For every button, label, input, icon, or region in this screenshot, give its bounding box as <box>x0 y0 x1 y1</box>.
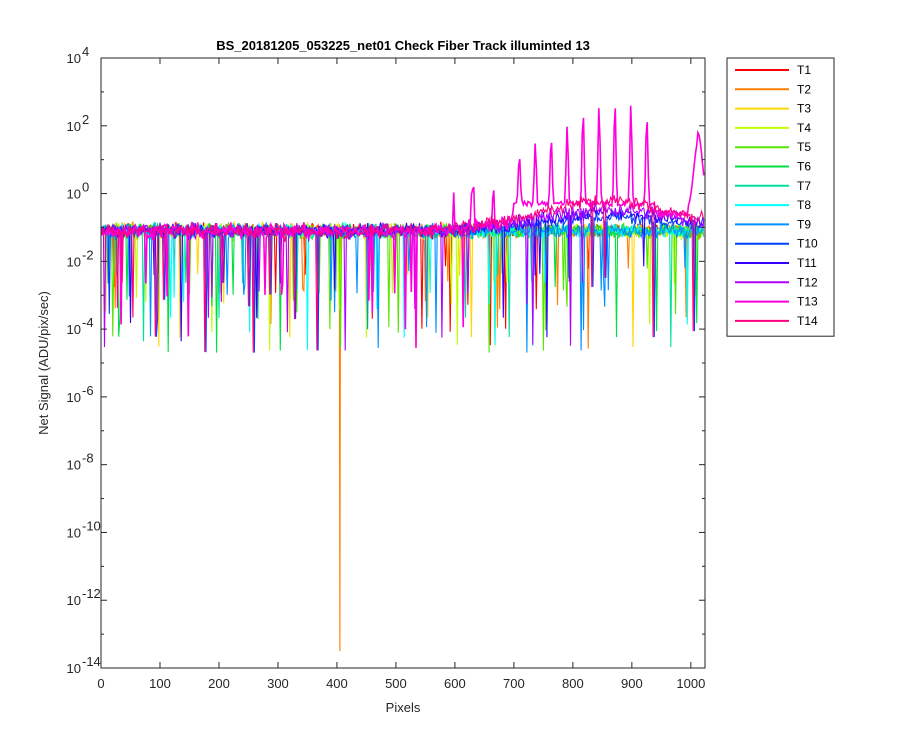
x-tick-label: 1000 <box>676 676 705 691</box>
x-tick-label: 300 <box>267 676 289 691</box>
legend-label-t4: T4 <box>797 121 811 135</box>
plot-area <box>101 58 705 668</box>
legend-box <box>726 57 835 337</box>
legend-label-t6: T6 <box>797 160 811 174</box>
y-tick-label: 10 <box>67 119 81 134</box>
series-lines <box>101 105 705 652</box>
legend-label-t11: T11 <box>797 256 817 270</box>
x-tick-label: 400 <box>326 676 348 691</box>
x-tick-label: 500 <box>385 676 407 691</box>
y-tick-exponent: 0 <box>82 180 89 195</box>
y-tick-exponent: -4 <box>82 315 94 330</box>
legend-label-t3: T3 <box>797 102 811 116</box>
legend-label-t14: T14 <box>797 314 818 328</box>
x-tick-label: 900 <box>621 676 643 691</box>
x-axis-label: Pixels <box>386 700 421 715</box>
y-tick-exponent: 4 <box>82 44 89 59</box>
y-tick-exponent: 2 <box>82 112 89 127</box>
y-tick-label: 10 <box>67 51 81 66</box>
x-tick-label: 0 <box>97 676 104 691</box>
y-tick-label: 10 <box>67 390 81 405</box>
series-line-t14 <box>101 195 705 353</box>
y-tick-exponent: -14 <box>82 654 101 669</box>
x-tick-label: 800 <box>562 676 584 691</box>
chart-title: BS_20181205_053225_net01 Check Fiber Tra… <box>216 38 590 53</box>
y-tick-exponent: -2 <box>82 247 94 262</box>
legend-label-t7: T7 <box>797 179 811 193</box>
legend-label-t12: T12 <box>797 275 818 289</box>
legend-label-t5: T5 <box>797 140 811 154</box>
y-tick-label: 10 <box>67 458 81 473</box>
y-tick-label: 10 <box>67 322 81 337</box>
legend-label-t9: T9 <box>797 217 811 231</box>
x-tick-label: 600 <box>444 676 466 691</box>
y-tick-exponent: -10 <box>82 518 101 533</box>
y-tick-label: 10 <box>67 187 81 202</box>
legend-label-t13: T13 <box>797 295 818 309</box>
x-tick-label: 200 <box>208 676 230 691</box>
legend-label-t10: T10 <box>797 237 818 251</box>
y-tick-label: 10 <box>67 661 81 676</box>
y-tick-exponent: -12 <box>82 586 101 601</box>
legend-label-t8: T8 <box>797 198 811 212</box>
legend: T1 T2 T3 T4 T5 T6 T7 T8 T9 T10 T11 T12 T13 T14 <box>726 57 835 337</box>
legend-label-t2: T2 <box>797 82 811 96</box>
y-axis-label: Net Signal (ADU/pix/sec) <box>36 291 51 435</box>
y-tick-label: 10 <box>67 525 81 540</box>
y-tick-label: 10 <box>67 593 81 608</box>
legend-label-t1: T1 <box>797 63 811 77</box>
y-tick-exponent: -8 <box>82 451 94 466</box>
y-tick-exponent: -6 <box>82 383 94 398</box>
x-tick-label: 100 <box>149 676 171 691</box>
x-tick-label: 700 <box>503 676 525 691</box>
y-tick-label: 10 <box>67 254 81 269</box>
